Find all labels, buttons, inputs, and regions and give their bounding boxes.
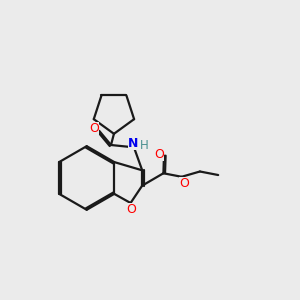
Text: O: O <box>89 122 99 135</box>
Text: O: O <box>127 203 136 216</box>
Text: N: N <box>128 137 139 150</box>
Text: H: H <box>140 139 149 152</box>
Text: O: O <box>154 148 164 161</box>
Text: O: O <box>179 177 189 190</box>
